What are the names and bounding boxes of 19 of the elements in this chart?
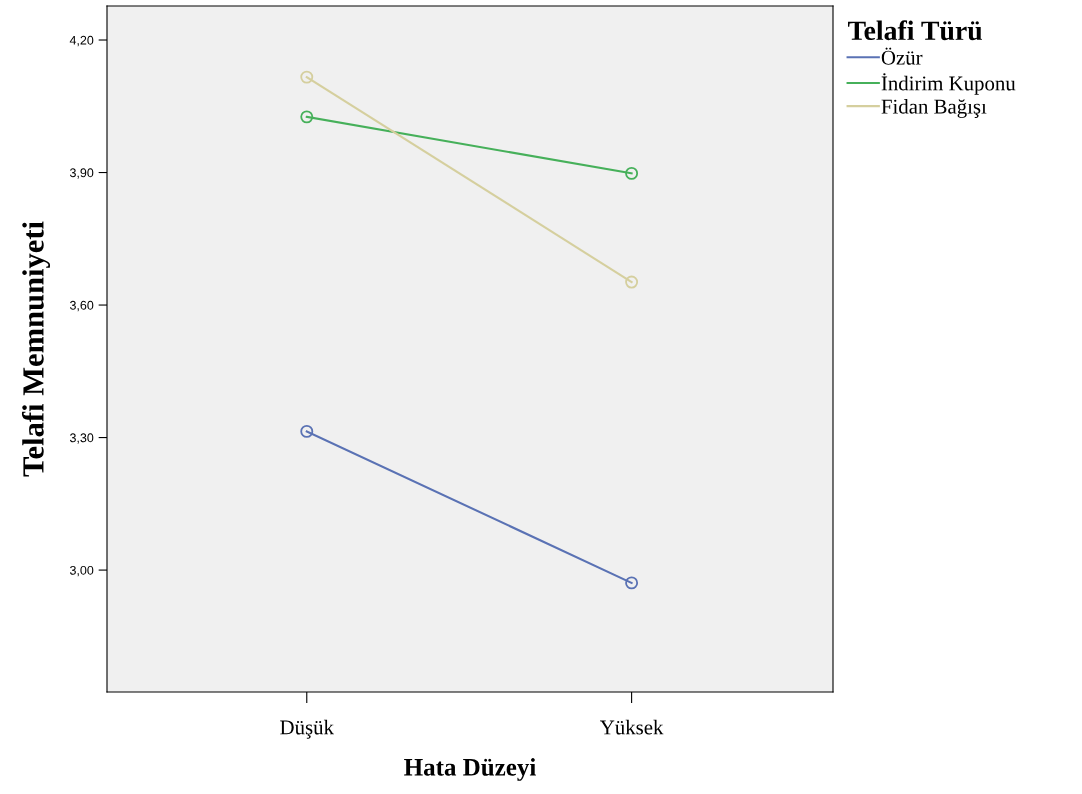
point bbox=[625, 275, 639, 289]
point bbox=[300, 70, 314, 84]
y-axis-title: Telafi Memnuniyeti bbox=[21, 221, 51, 477]
y-tick-label: 3,30 bbox=[69, 433, 94, 444]
x-axis-title: Hata Düzeyi bbox=[404, 758, 536, 781]
x-tick-label: Düşük bbox=[280, 719, 334, 739]
y-tick-label: 3,00 bbox=[69, 565, 94, 577]
y-tick-label: 3,90 bbox=[69, 168, 94, 179]
legend-label: Özür bbox=[881, 47, 923, 65]
x-tick-label: Yüksek bbox=[600, 719, 664, 735]
point bbox=[300, 110, 314, 124]
point bbox=[300, 424, 314, 438]
legend-label: İndirim Kuponu bbox=[881, 73, 1016, 95]
legend-title: Telafi Türü bbox=[848, 20, 982, 41]
point bbox=[625, 166, 639, 180]
y-tick-label: 4,20 bbox=[69, 35, 94, 47]
legend-label: Fidan Bağışı bbox=[881, 98, 987, 118]
y-tick-label: 3,60 bbox=[69, 300, 94, 312]
point bbox=[625, 576, 639, 590]
